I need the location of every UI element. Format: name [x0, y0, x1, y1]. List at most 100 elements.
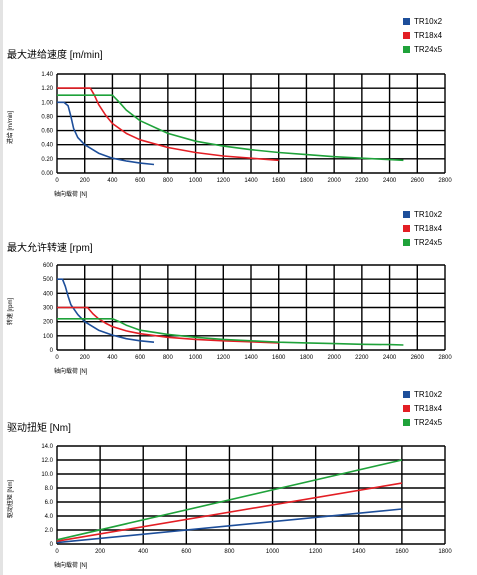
x-tick-label: 1200 — [309, 549, 323, 555]
legend-label: TR24x5 — [414, 417, 443, 427]
x-tick-label: 2800 — [438, 355, 452, 361]
x-tick-label: 2200 — [355, 178, 369, 184]
x-tick-label: 400 — [107, 355, 118, 361]
y-tick-label: 0 — [50, 348, 54, 354]
y-tick-label: 0 — [50, 542, 54, 548]
legend-label: TR10x2 — [414, 389, 443, 399]
y-tick-label: 0.40 — [41, 143, 53, 149]
legend-item: TR18x4 — [403, 401, 477, 415]
x-tick-label: 800 — [163, 178, 174, 184]
legend-swatch-blue — [403, 390, 410, 398]
x-tick-label: 2600 — [411, 178, 425, 184]
series-line-tr10x2 — [56, 508, 402, 544]
y-tick-label: 1.00 — [41, 100, 53, 106]
legend-item: TR10x2 — [403, 14, 477, 28]
x-tick-label: 1800 — [300, 355, 314, 361]
x-tick-label: 1600 — [272, 178, 286, 184]
y-tick-label: 300 — [43, 306, 54, 312]
x-tick-label: 200 — [80, 355, 91, 361]
x-tick-label: 0 — [55, 178, 59, 184]
series-line-tr24x5 — [57, 94, 404, 162]
y-tick-label: 0.00 — [41, 171, 53, 177]
legend-label: TR24x5 — [414, 237, 443, 247]
legend-item: TR24x5 — [403, 42, 477, 56]
y-axis-label: 进给 [m/min] — [6, 111, 14, 145]
y-axis-label: 转速 [rpm] — [6, 298, 14, 326]
y-tick-label: 0.80 — [41, 114, 53, 120]
x-tick-label: 600 — [181, 549, 192, 555]
feed-speed-chart: 0 200 400 600 800 1000 1200 1400 1600 1800 2000 220… — [6, 72, 452, 198]
y-tick-label: 1.20 — [41, 86, 53, 92]
x-tick-label: 1000 — [266, 549, 280, 555]
series-line-tr18x4 — [57, 306, 279, 344]
x-tick-label: 2800 — [438, 178, 452, 184]
x-tick-label: 200 — [95, 549, 106, 555]
x-tick-label: 1600 — [395, 549, 409, 555]
y-tick-label: 14.0 — [41, 444, 53, 450]
x-tick-label: 0 — [55, 549, 59, 555]
legend-swatch-red — [403, 404, 410, 412]
chart-title: 驱动扭矩 [Nm] — [7, 423, 71, 434]
chart-panel-feed-speed: TR10x2 TR18x4 TR24x5 最大进给速度 [m/min] 0 200… — [0, 0, 477, 200]
legend-swatch-green — [403, 45, 410, 53]
x-tick-label: 1600 — [272, 355, 286, 361]
legend-label: TR10x2 — [414, 16, 443, 26]
x-tick-label: 400 — [107, 178, 118, 184]
legend-label: TR24x5 — [414, 44, 443, 54]
x-tick-label: 1800 — [438, 549, 452, 555]
x-tick-label: 1400 — [244, 355, 258, 361]
legend-item: TR18x4 — [403, 221, 477, 235]
legend-swatch-green — [403, 238, 410, 246]
y-tick-label: 500 — [43, 277, 54, 283]
x-axis-label: 轴向载荷 [N] — [54, 367, 88, 375]
y-tick-label: 100 — [43, 334, 54, 340]
x-tick-label: 2200 — [355, 355, 369, 361]
legend-label: TR18x4 — [414, 223, 443, 233]
chart-legend: TR10x2 TR18x4 TR24x5 — [403, 387, 477, 429]
x-tick-label: 600 — [135, 178, 146, 184]
legend-swatch-red — [403, 224, 410, 232]
chart-panel-rpm: TR10x2 TR18x4 TR24x5 最大允许转速 [rpm] 0 200 40… — [6, 207, 477, 376]
x-tick-label: 2000 — [327, 178, 341, 184]
legend-item: TR10x2 — [403, 387, 477, 401]
y-tick-label: 10.0 — [41, 472, 53, 478]
legend-label: TR10x2 — [414, 209, 443, 219]
chart-legend: TR10x2 TR18x4 TR24x5 — [403, 207, 477, 249]
legend-item: TR10x2 — [403, 207, 477, 221]
rpm-chart: 0 200 400 600 800 1000 1200 1400 1600 1800 2000 220… — [6, 263, 452, 375]
x-tick-label: 2400 — [383, 178, 397, 184]
series-line-tr10x2 — [57, 101, 155, 166]
x-tick-label: 800 — [224, 549, 235, 555]
x-tick-label: 800 — [163, 355, 174, 361]
x-axis-label: 轴向载荷 [N] — [54, 190, 88, 198]
x-tick-label: 1400 — [244, 178, 258, 184]
chart-title: 最大进给速度 [m/min] — [7, 50, 103, 61]
x-tick-label: 1000 — [189, 355, 203, 361]
series-line-tr24x5 — [57, 317, 404, 346]
x-tick-label: 2000 — [327, 355, 341, 361]
x-tick-label: 2600 — [411, 355, 425, 361]
y-tick-label: 4.0 — [45, 514, 54, 520]
x-tick-label: 200 — [80, 178, 91, 184]
y-tick-label: 200 — [43, 320, 54, 326]
x-tick-label: 1200 — [217, 178, 231, 184]
chart-legend: TR10x2 TR18x4 TR24x5 — [403, 14, 477, 56]
y-axis-label: 驱动扭矩 [Nm] — [6, 480, 14, 519]
x-tick-label: 400 — [138, 549, 149, 555]
x-tick-label: 1400 — [352, 549, 366, 555]
legend-item: TR24x5 — [403, 235, 477, 249]
legend-label: TR18x4 — [414, 403, 443, 413]
x-tick-label: 1200 — [217, 355, 231, 361]
legend-item: TR18x4 — [403, 28, 477, 42]
y-tick-label: 6.0 — [45, 500, 54, 506]
legend-swatch-red — [403, 31, 410, 39]
legend-swatch-green — [403, 418, 410, 426]
y-tick-label: 2.0 — [45, 528, 54, 534]
y-tick-label: 600 — [43, 263, 54, 269]
y-tick-label: 0.20 — [41, 157, 53, 163]
x-tick-label: 1800 — [300, 178, 314, 184]
series-line-tr18x4 — [56, 482, 403, 542]
x-tick-label: 0 — [55, 355, 59, 361]
y-tick-label: 0.60 — [41, 129, 53, 135]
